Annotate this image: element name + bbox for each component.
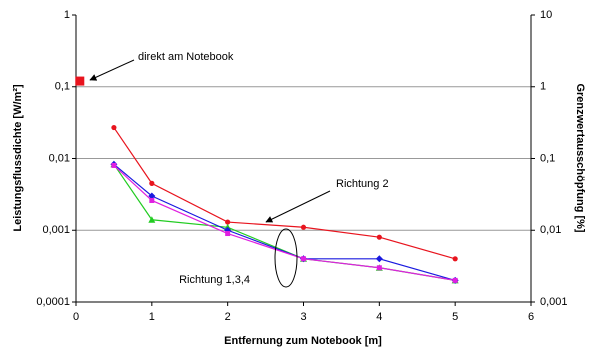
y-tick-label: 0,01	[49, 152, 70, 164]
y-tick-label: 0,001	[42, 224, 70, 236]
point	[376, 265, 382, 271]
annotation-ellipse	[274, 228, 298, 288]
series-line	[113, 163, 456, 281]
series-line	[113, 127, 456, 260]
y2-tick-label: 0,01	[540, 224, 561, 236]
y-axis-title: Leistungsflussdichte [W/m²]	[12, 84, 24, 232]
y2-tick-label: 0,1	[540, 152, 555, 164]
annotation: direkt am Notebook	[138, 51, 234, 63]
y-tick-label: 0,0001	[36, 296, 70, 308]
point	[452, 256, 458, 262]
point	[149, 197, 155, 203]
y2-tick-label: 10	[540, 9, 552, 21]
x-tick-label: 6	[528, 311, 534, 323]
y-tick-label: 0,1	[55, 81, 70, 93]
point	[375, 255, 383, 263]
x-tick-label: 3	[300, 311, 306, 323]
x-tick-label: 1	[149, 311, 155, 323]
series-line	[113, 165, 456, 281]
point	[376, 234, 382, 240]
x-tick-label: 4	[376, 311, 382, 323]
point	[301, 256, 306, 262]
y-tick-label: 1	[64, 9, 70, 21]
x-tick-label: 5	[452, 311, 458, 323]
point	[75, 76, 85, 86]
x-tick-label: 0	[73, 311, 79, 323]
point	[148, 216, 156, 223]
point	[111, 124, 117, 131]
annotation-arrow	[89, 59, 135, 81]
x-tick-label: 2	[225, 311, 231, 323]
y2-axis-title: Grenzwertausschöpfung [%]	[574, 83, 586, 232]
annotation: Richtung 2	[336, 178, 389, 190]
point	[300, 224, 307, 230]
y2-tick-label: 0,001	[540, 296, 568, 308]
point	[111, 162, 117, 168]
annotation-arrow	[265, 190, 331, 223]
point	[452, 277, 458, 283]
y2-tick-label: 1	[540, 81, 546, 93]
x-axis-title: Entfernung zum Notebook [m]	[224, 335, 382, 347]
point	[225, 231, 231, 237]
series-line	[113, 163, 456, 281]
point	[149, 180, 155, 186]
annotation: Richtung 1,3,4	[179, 274, 250, 286]
point	[225, 219, 231, 225]
point	[148, 192, 156, 200]
